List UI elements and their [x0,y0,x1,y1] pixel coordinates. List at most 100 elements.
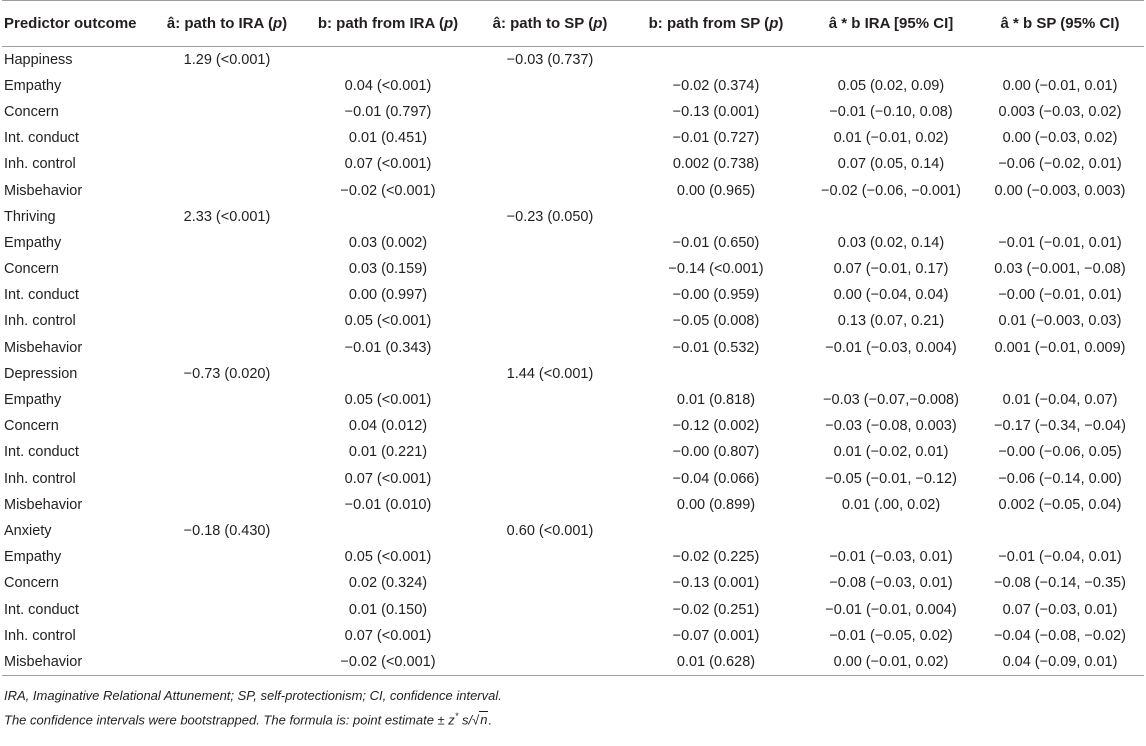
formula-end: . [488,711,493,727]
table-cell: −0.02 (0.374) [672,77,760,94]
table-cell: −0.08 (−0.03, 0.01) [829,575,953,592]
table-cell: −0.01 (0.650) [672,234,760,251]
table-cell: −0.02 (<0.001) [340,182,436,199]
table-cell: 0.00 (−0.04, 0.04) [833,287,949,304]
table-cell: 0.04 (−0.09, 0.01) [976,648,1144,676]
table-cell [152,282,302,308]
table-cell: 0.00 (−0.01, 0.02) [806,648,976,676]
table-row: Inh. control 0.07 (<0.001) 0.002 (0.738) 0.… [2,151,1144,177]
table-cell [152,73,302,99]
table-cell: −0.17 (−0.34, −0.04) [994,418,1126,435]
table-cell [806,47,976,73]
table-cell [152,177,302,203]
table-cell [152,439,302,465]
table-row: Inh. control 0.07 (<0.001) −0.07 (0.001) −0… [2,623,1144,649]
table-cell: −0.12 (0.002) [672,418,760,435]
column-header-text: â: path to IRA ( [166,15,273,32]
table-cell: −0.03 (−0.07,−0.008) [823,392,959,409]
table-cell: −0.06 (−0.02, 0.01) [998,156,1122,173]
table-cell [474,492,626,518]
table-cell: 0.01 (−0.04, 0.07) [1002,392,1118,409]
table-cell: 0.01 (0.628) [626,648,806,676]
table-cell: 0.00 (0.965) [676,182,756,199]
table-cell: 0.03 (0.159) [348,261,428,278]
table-cell: −0.01 (0.797) [344,103,432,120]
table-cell: 0.002 (−0.05, 0.04) [998,496,1122,513]
row-label: Int. conduct [4,444,79,461]
header-row: Predictor outcome â: path to IRA (p) b: pa… [2,0,1144,47]
column-header-italic: p [272,15,283,32]
table-row: Inh. control 0.07 (<0.001) −0.04 (0.066) −0… [2,466,1144,492]
table-cell: −0.01 (0.010) [344,496,432,513]
row-label: Int. conduct [4,601,79,618]
column-header-text: b: path from SP ( [648,15,770,32]
table-row: Int. conduct 0.01 (0.150) −0.02 (0.251) −0.… [2,596,1144,622]
table-cell: −0.02 (<0.001) [302,648,474,676]
table-cell [474,151,626,177]
formula-note: The confidence intervals were bootstrapp… [4,706,1144,730]
table-figure: Predictor outcome â: path to IRA (p) b: pa… [2,0,1144,730]
table-cell: 0.01 (0.221) [348,444,428,461]
table-cell [152,256,302,282]
sqrt-n: n [479,710,489,727]
table-cell [152,623,302,649]
table-row: Concern 0.03 (0.159) −0.14 (<0.001) 0.07 (−… [2,256,1144,282]
table-cell: −0.01 (−0.01, 0.01) [998,234,1122,251]
table-cell [474,648,626,676]
column-header-4: b: path from SP (p) [626,0,806,47]
table-cell [474,544,626,570]
table-cell [474,413,626,439]
row-label: Concern [4,418,59,435]
column-header-text: b: path from IRA ( [317,15,444,32]
column-header-text: â * b SP (95% CI) [1000,15,1120,32]
column-header-italic: p [443,15,454,32]
formula-s: s/ [458,711,473,727]
table-cell: 0.05 (<0.001) [344,313,432,330]
table-cell: −0.14 (<0.001) [668,261,764,278]
table-cell [152,308,302,334]
column-header-italic: p [593,15,603,32]
table-cell: 0.05 (<0.001) [344,392,432,409]
row-label: Empathy [4,392,62,409]
row-label: Concern [4,103,59,120]
table-cell: 0.07 (<0.001) [344,156,432,173]
results-table: Predictor outcome â: path to IRA (p) b: pa… [2,0,1144,676]
table-cell: −0.01 (0.532) [672,339,760,356]
table-cell: 0.01 (−0.02, 0.01) [833,444,949,461]
table-cell: −0.07 (0.001) [672,627,760,644]
formula-note-text: The confidence intervals were bootstrapp… [4,711,455,727]
table-row: Empathy 0.04 (<0.001) −0.02 (0.374) 0.05 (0… [2,73,1144,99]
table-cell [626,361,806,387]
table-cell: 0.002 (0.738) [672,156,760,173]
table-cell: −0.00 (−0.06, 0.05) [998,444,1122,461]
table-cell: −0.02 (0.251) [672,601,760,618]
table-cell [976,204,1144,230]
table-cell: 0.03 (−0.001, −0.08) [994,261,1126,278]
table-row: Concern −0.01 (0.797) −0.13 (0.001) −0.01 (… [2,99,1144,125]
table-cell [302,204,474,230]
table-cell: −0.01 (−0.01, 0.004) [825,601,957,618]
table-cell: 0.00 (−0.03, 0.02) [1002,130,1118,147]
table-cell: 0.01 (0.451) [348,130,428,147]
table-body: Happiness 1.29 (<0.001) −0.03 (0.737) Empat… [2,47,1144,676]
table-cell [474,387,626,413]
table-cell: −0.02 (−0.06, −0.001) [821,182,961,199]
table-row: Misbehavior −0.02 (<0.001) 0.01 (0.628) 0.0… [2,648,1144,676]
column-header-2: b: path from IRA (p) [302,0,474,47]
row-label: Misbehavior [4,496,83,513]
table-row: Empathy 0.05 (<0.001) −0.02 (0.225) −0.01 (… [2,544,1144,570]
table-cell: −0.01 (−0.05, 0.02) [829,627,953,644]
table-cell: 0.05 (0.02, 0.09) [837,77,945,94]
table-cell: 0.00 (0.997) [348,287,428,304]
column-header-text: Predictor outcome [4,15,137,32]
table-cell: −0.03 (0.737) [506,51,594,68]
column-header-suffix: ) [602,15,608,32]
table-cell [152,570,302,596]
table-cell: −0.02 (0.225) [672,549,760,566]
z-star: * [454,710,459,721]
column-header-text: â: path to SP ( [492,15,594,32]
row-label: Int. conduct [4,287,79,304]
table-cell [474,125,626,151]
table-cell: −0.04 (−0.08, −0.02) [994,627,1126,644]
column-header-suffix: ) [453,15,459,32]
